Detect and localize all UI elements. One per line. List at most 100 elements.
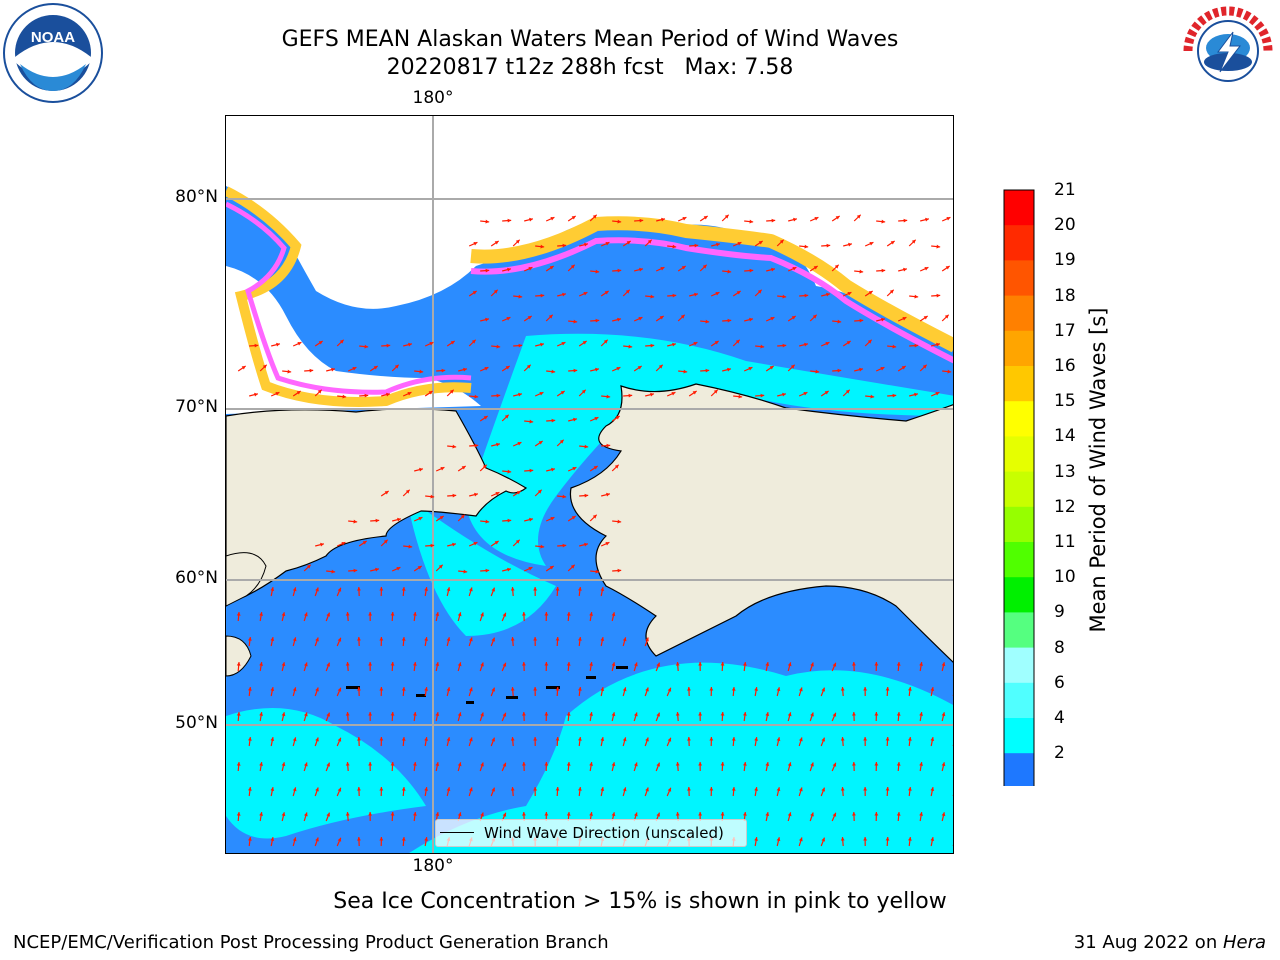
wind-wave-arrowhead bbox=[491, 737, 495, 742]
wind-wave-arrowhead bbox=[672, 244, 677, 249]
wind-wave-arrowhead bbox=[522, 612, 526, 616]
wind-wave-arrowhead bbox=[379, 787, 384, 791]
wind-wave-arrowhead bbox=[457, 612, 462, 617]
wind-wave-arrowhead bbox=[452, 444, 457, 449]
wind-wave-arrowhead bbox=[869, 242, 874, 246]
wind-wave-arrowhead bbox=[776, 787, 781, 792]
wind-wave-arrowhead bbox=[709, 737, 714, 741]
wind-wave-arrowhead bbox=[483, 415, 488, 420]
wind-wave-arrowhead bbox=[248, 737, 252, 741]
wind-wave-arrowhead bbox=[847, 292, 852, 296]
wind-wave-arrow bbox=[952, 395, 953, 396]
wind-wave-arrowhead bbox=[529, 517, 533, 522]
wind-wave-arrowhead bbox=[628, 344, 633, 349]
wind-wave-arrowhead bbox=[259, 612, 263, 616]
wind-wave-arrowhead bbox=[292, 587, 297, 592]
wind-wave-arrowhead bbox=[522, 662, 526, 666]
wind-wave-arrowhead bbox=[494, 240, 499, 245]
wind-wave-arrowhead bbox=[840, 737, 845, 741]
colorbar-segment bbox=[1004, 260, 1034, 297]
wind-wave-arrowhead bbox=[304, 762, 308, 767]
wind-wave-arrowhead bbox=[405, 489, 410, 494]
wind-wave-arrowhead bbox=[694, 243, 699, 248]
wind-wave-arrowhead bbox=[491, 637, 495, 642]
wind-wave-arrowhead bbox=[281, 812, 286, 817]
wind-wave-arrowhead bbox=[936, 342, 940, 347]
wind-wave-arrowhead bbox=[480, 712, 484, 717]
wind-wave-arrowhead bbox=[452, 493, 457, 498]
wind-wave-arrowhead bbox=[507, 567, 511, 572]
wind-wave-arrowhead bbox=[896, 762, 901, 766]
wind-wave-arrowhead bbox=[555, 737, 560, 741]
wind-wave-arrowhead bbox=[562, 543, 567, 548]
wind-wave-arrowhead bbox=[401, 687, 406, 691]
wind-wave-arrowhead bbox=[304, 712, 308, 717]
wind-wave-arrowhead bbox=[771, 267, 775, 272]
colorbar-tick-label: 17 bbox=[1054, 320, 1076, 341]
wind-wave-arrowhead bbox=[724, 214, 729, 219]
wind-wave-arrowhead bbox=[320, 542, 324, 547]
wind-wave-arrowhead bbox=[617, 268, 622, 273]
wind-wave-arrowhead bbox=[936, 244, 941, 249]
wind-wave-arrowhead bbox=[248, 837, 252, 841]
wind-wave-arrowhead bbox=[413, 612, 417, 616]
wind-wave-arrowhead bbox=[754, 787, 758, 791]
wind-wave-arrowhead bbox=[645, 737, 649, 742]
wind-wave-arrowhead bbox=[821, 687, 825, 692]
wind-wave-arrowhead bbox=[660, 267, 665, 271]
wind-wave-arrowhead bbox=[804, 293, 809, 298]
wind-wave-arrowhead bbox=[606, 492, 610, 497]
wind-wave-arrowhead bbox=[529, 468, 534, 473]
wind-wave-arrowhead bbox=[304, 662, 308, 667]
wind-wave-arrowhead bbox=[594, 417, 599, 421]
wind-wave-arrowhead bbox=[309, 368, 314, 373]
wind-wave-arrowhead bbox=[566, 762, 571, 766]
wind-wave-arrowhead bbox=[390, 812, 395, 816]
wind-wave-arrowhead bbox=[515, 239, 520, 244]
wind-wave-arrowhead bbox=[770, 317, 775, 321]
wind-wave-arrowhead bbox=[292, 687, 297, 692]
wind-wave-arrowhead bbox=[368, 762, 373, 766]
wind-wave-arrowhead bbox=[473, 542, 478, 546]
wind-wave-arrowhead bbox=[896, 712, 901, 716]
colorbar-tick-label: 16 bbox=[1054, 356, 1076, 376]
wind-wave-arrowhead bbox=[555, 687, 560, 691]
wind-wave-arrowhead bbox=[341, 542, 346, 546]
wind-wave-arrowhead bbox=[731, 687, 736, 691]
wind-wave-arrowhead bbox=[628, 393, 633, 398]
wind-wave-arrowhead bbox=[446, 687, 451, 692]
wind-wave-arrowhead bbox=[749, 219, 754, 224]
wind-wave-arrowhead bbox=[516, 490, 521, 495]
wind-wave-arrowhead bbox=[868, 290, 873, 295]
wind-wave-arrowhead bbox=[611, 662, 616, 667]
wind-wave-arrowhead bbox=[600, 787, 605, 791]
wind-wave-arrowhead bbox=[337, 687, 342, 692]
wind-wave-arrowhead bbox=[645, 637, 649, 642]
wind-wave-arrowhead bbox=[769, 365, 774, 370]
wind-wave-arrowhead bbox=[667, 787, 672, 792]
wind-wave-arrowhead bbox=[533, 787, 538, 791]
wind-wave-arrowhead bbox=[826, 243, 831, 248]
wind-wave-arrowhead bbox=[460, 514, 465, 519]
wind-wave-arrowhead bbox=[424, 587, 428, 591]
wind-wave-arrowhead bbox=[639, 218, 644, 223]
wind-wave-arrowhead bbox=[474, 492, 478, 497]
wind-wave-arrowhead bbox=[754, 737, 758, 741]
wind-wave-arrowhead bbox=[522, 812, 526, 816]
wind-wave-arrowhead bbox=[682, 217, 687, 221]
wind-wave-arrowhead bbox=[952, 840, 953, 841]
wind-wave-arrowhead bbox=[379, 837, 384, 841]
wind-wave-arrowhead bbox=[902, 317, 907, 321]
wind-wave-arrowhead bbox=[337, 787, 342, 792]
wind-wave-arrowhead bbox=[720, 712, 725, 716]
wind-wave-arrowhead bbox=[896, 812, 901, 816]
colorbar-segment bbox=[1004, 753, 1034, 786]
wind-wave-arrowhead bbox=[315, 837, 319, 842]
wind-wave-arrowhead bbox=[555, 637, 560, 641]
wind-wave-arrowhead bbox=[413, 662, 417, 666]
wind-wave-arrowhead bbox=[345, 662, 350, 666]
wind-wave-arrowhead bbox=[472, 290, 477, 295]
wind-wave-arrowhead bbox=[617, 568, 622, 573]
colorbar-segment bbox=[1004, 647, 1034, 684]
wind-wave-arrowhead bbox=[821, 837, 825, 842]
